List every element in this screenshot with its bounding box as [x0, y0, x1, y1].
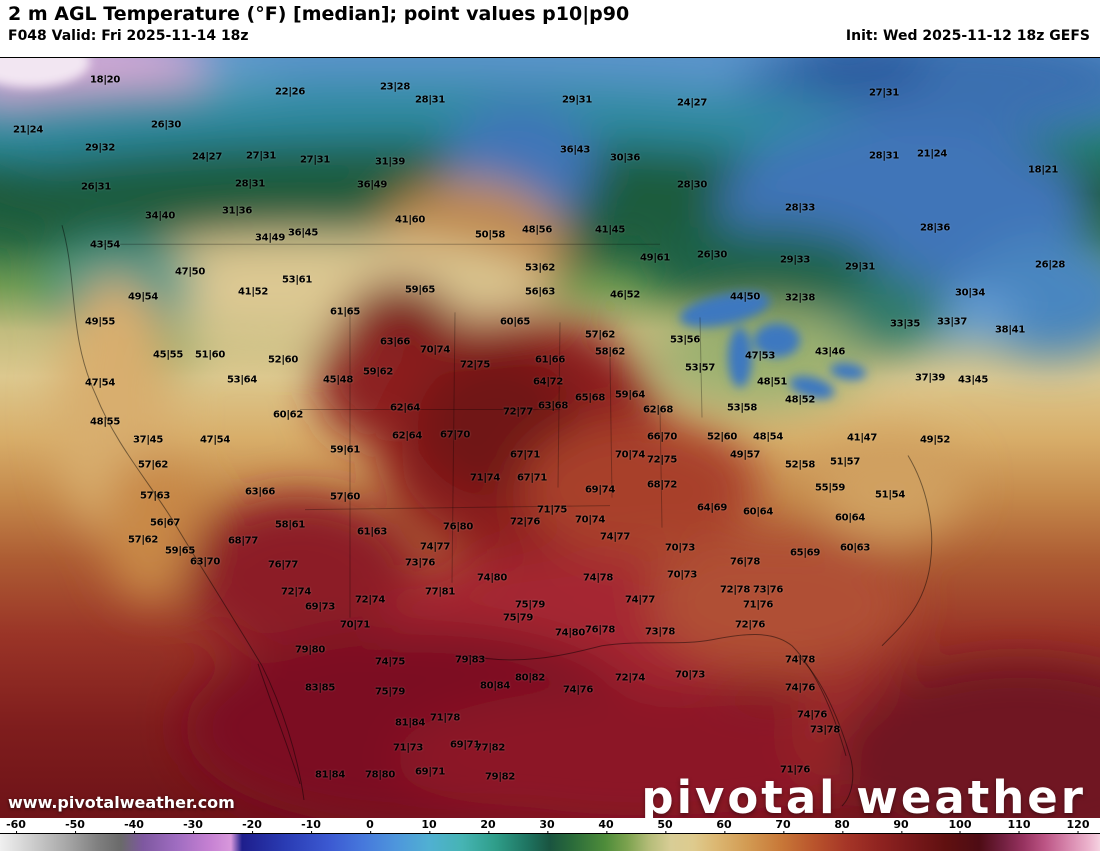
colorbar-tick-label: 80 [834, 818, 850, 834]
colorbar-tick-label: 120 [1066, 818, 1090, 834]
colorbar-tick-label: 30 [539, 818, 555, 834]
temperature-fill-svg [0, 57, 1100, 818]
colorbar-tick-label: 20 [480, 818, 496, 834]
colorbar-tick-label: 0 [366, 818, 374, 834]
colorbar-gradient [0, 833, 1100, 851]
colorbar-tick-label: 110 [1007, 818, 1031, 834]
colorbar-tick-label: 70 [775, 818, 791, 834]
colorbar-tick-label: 40 [598, 818, 614, 834]
colorbar-tick-label: -20 [242, 818, 262, 834]
coastline-borders [61, 225, 933, 807]
colorbar-tick-label: -60 [6, 818, 26, 834]
colorbar-tick-label: 60 [716, 818, 732, 834]
temperature-map [0, 57, 1100, 818]
map-title: 2 m AGL Temperature (°F) [median]; point… [8, 3, 630, 25]
map-header: 2 m AGL Temperature (°F) [median]; point… [0, 0, 1100, 58]
watermark-brand: pivotal weather [641, 771, 1086, 824]
state-borders [90, 243, 703, 618]
temperature-colorbar: -60 -50 -40 -30 -20 -10 0 10 20 30 40 50 60 70 80 90 100… [0, 818, 1100, 851]
colorbar-tick-label: 90 [893, 818, 909, 834]
valid-time-label: F048 Valid: Fri 2025-11-14 18z [8, 28, 249, 44]
colorbar-ticks: -60 -50 -40 -30 -20 -10 0 10 20 30 40 50 60 70 80 90 100… [0, 818, 1100, 834]
colorbar-tick-label: 10 [421, 818, 437, 834]
watermark-url: www.pivotalweather.com [8, 793, 235, 812]
colorbar-tick-label: -50 [65, 818, 85, 834]
init-time-label: Init: Wed 2025-11-12 18z GEFS [845, 28, 1090, 44]
colorbar-tick-label: -40 [124, 818, 144, 834]
colorbar-tick-label: 100 [948, 818, 972, 834]
colorbar-tick-label: -10 [301, 818, 321, 834]
colorbar-tick-label: -30 [183, 818, 203, 834]
colorbar-tick-label: 50 [657, 818, 673, 834]
